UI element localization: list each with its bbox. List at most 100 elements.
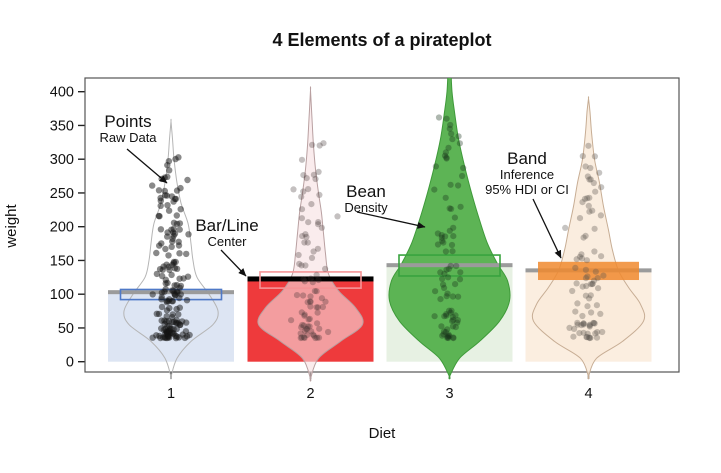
data-point	[307, 298, 314, 305]
data-point	[588, 309, 595, 316]
data-point	[315, 276, 322, 284]
data-point	[298, 324, 305, 331]
data-point	[298, 215, 305, 222]
data-point	[312, 334, 319, 342]
data-point	[450, 233, 457, 240]
x-tick-label: 1	[167, 386, 175, 402]
data-point	[449, 293, 456, 300]
data-point	[444, 332, 451, 340]
data-point	[153, 270, 161, 278]
data-point	[443, 115, 450, 122]
data-point	[301, 327, 309, 334]
data-point	[452, 324, 459, 331]
data-point	[431, 186, 438, 193]
data-point	[593, 334, 601, 341]
data-point	[457, 269, 464, 276]
data-point	[158, 272, 166, 280]
data-point	[443, 154, 450, 161]
data-point	[169, 311, 176, 318]
data-point	[303, 175, 310, 182]
data-point	[308, 328, 315, 335]
data-point	[440, 331, 447, 338]
diet-3-band	[398, 254, 501, 277]
data-point	[587, 334, 594, 341]
data-point	[448, 241, 456, 249]
data-point	[570, 333, 577, 340]
data-point	[578, 322, 585, 329]
plot-layers	[108, 78, 652, 382]
data-point	[298, 262, 305, 269]
data-point	[583, 334, 590, 341]
data-point	[170, 225, 177, 233]
data-point	[301, 278, 308, 285]
data-point	[432, 163, 439, 170]
data-point	[298, 156, 306, 163]
data-point	[309, 331, 317, 338]
data-point	[444, 290, 451, 297]
data-point	[161, 320, 168, 328]
data-point	[302, 262, 309, 269]
data-point	[443, 312, 450, 319]
data-point	[318, 295, 325, 302]
y-tick-label: 250	[50, 186, 74, 202]
data-point	[172, 155, 179, 163]
data-point	[184, 176, 191, 184]
diet-2-bean	[257, 86, 364, 382]
data-point	[441, 152, 449, 159]
data-point	[320, 140, 327, 147]
data-point	[445, 265, 452, 272]
data-point	[598, 253, 605, 260]
data-point	[578, 255, 586, 262]
data-point	[316, 142, 323, 149]
data-point	[573, 280, 580, 287]
data-point	[173, 212, 180, 219]
data-point	[149, 291, 156, 298]
data-point	[300, 188, 307, 195]
data-point	[297, 330, 304, 337]
annotation-arrow	[532, 198, 562, 259]
data-point	[300, 276, 307, 283]
data-point	[431, 313, 438, 320]
data-point	[310, 332, 318, 339]
data-point	[587, 176, 594, 183]
data-point	[584, 303, 591, 310]
data-point	[169, 238, 176, 245]
data-point	[446, 227, 453, 234]
data-point	[580, 320, 587, 327]
data-point	[583, 333, 591, 341]
diet-3-points	[431, 114, 467, 342]
data-point	[435, 114, 443, 121]
data-point	[437, 296, 444, 303]
data-point	[582, 266, 590, 273]
data-point	[164, 233, 171, 240]
data-point	[322, 298, 329, 305]
data-point	[157, 226, 165, 233]
data-point	[454, 317, 461, 324]
data-point	[301, 239, 308, 246]
data-point	[584, 273, 591, 280]
data-point	[311, 288, 318, 295]
data-point	[446, 205, 453, 212]
data-point	[597, 310, 604, 317]
data-point	[574, 319, 581, 326]
data-point	[583, 282, 590, 290]
data-point	[586, 295, 593, 302]
annotation-label: Bean	[346, 182, 386, 201]
data-point	[446, 125, 453, 132]
data-point	[168, 243, 175, 250]
data-point	[299, 321, 306, 329]
data-point	[183, 333, 191, 340]
data-point	[434, 241, 442, 248]
data-point	[434, 230, 441, 237]
data-point	[177, 184, 184, 192]
diet-2-points	[288, 140, 341, 342]
data-point	[312, 175, 319, 183]
data-point	[176, 321, 184, 328]
data-point	[454, 319, 461, 326]
data-point	[306, 323, 313, 330]
data-point	[594, 275, 601, 282]
data-point	[589, 281, 596, 288]
data-point	[165, 334, 172, 341]
data-point	[298, 193, 305, 200]
